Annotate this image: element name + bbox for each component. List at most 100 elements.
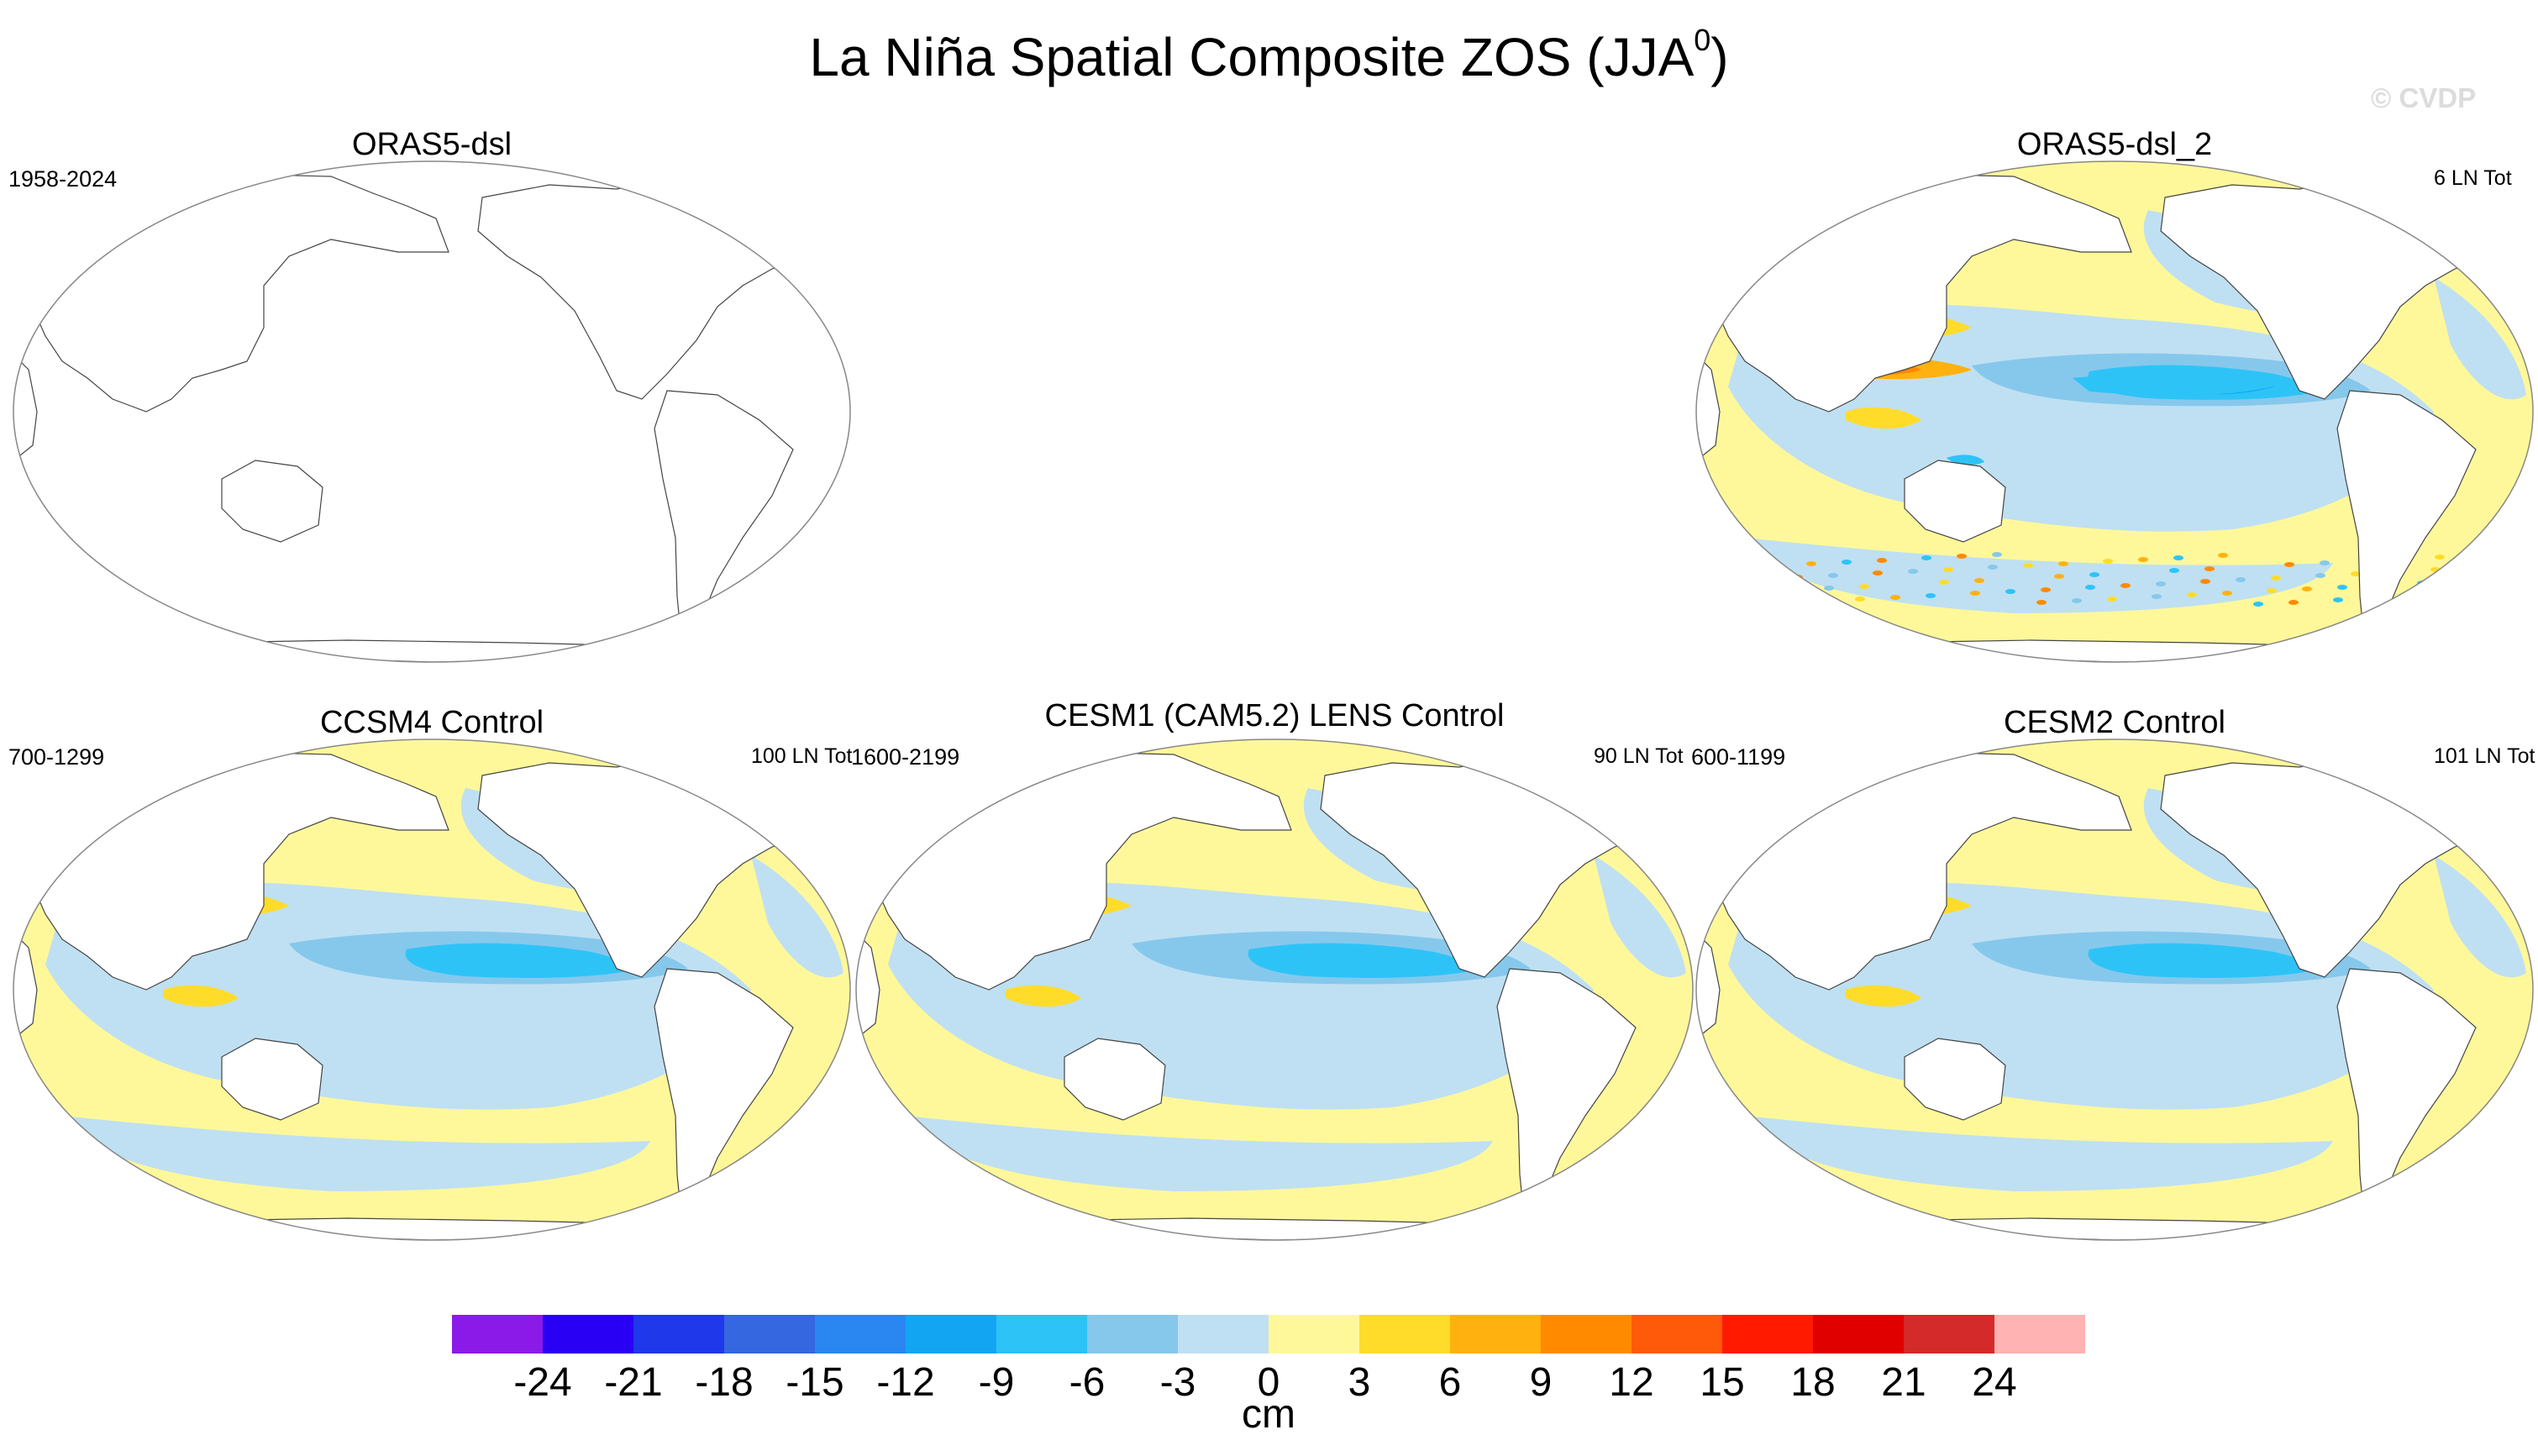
map-border [1695, 160, 2534, 663]
colorbar [452, 1315, 2085, 1354]
colorbar-tick-label: -24 [513, 1360, 572, 1405]
southern-ocean-eddy [2236, 577, 2246, 582]
obs-anomaly-3 [2073, 374, 2283, 396]
map-border [855, 739, 1694, 1241]
colorbar-box [996, 1315, 1087, 1354]
southern-ocean-eddy [1762, 564, 1772, 569]
colorbar-tick-label: 12 [1609, 1360, 1654, 1405]
colorbar-box [1178, 1315, 1269, 1354]
panel-title: ORAS5-dsl_2 [2016, 127, 2213, 162]
anomaly-contour-3 [1745, 538, 2333, 613]
anomaly-contour-4 [751, 855, 843, 978]
map-field [856, 739, 1693, 1240]
panel-count-label: 6 LN Tot [2434, 166, 2512, 190]
colorbar-box [1359, 1315, 1450, 1354]
map-border [1695, 739, 2534, 1241]
africa-land [1696, 929, 1721, 1042]
colorbar-box [1269, 1315, 1359, 1354]
anomaly-contour-4 [2434, 277, 2526, 400]
colorbar-units: cm [1242, 1392, 1295, 1437]
asia-land [28, 174, 449, 413]
southern-ocean-eddy [1988, 565, 1998, 570]
colorbar-tick-label: -15 [786, 1360, 844, 1405]
greenland-land [801, 192, 850, 270]
colorbar-box [1087, 1315, 1178, 1354]
anomaly-contour-6 [1248, 943, 1478, 978]
southern-ocean-eddy [2023, 563, 2033, 568]
southern-ocean-eddy [1758, 576, 1768, 581]
colorbar-box [1813, 1315, 1904, 1354]
southern-ocean-eddy [2315, 573, 2325, 578]
southern-ocean-eddy [1970, 591, 1980, 596]
colorbar-tick-label: 6 [1438, 1360, 1462, 1405]
map-panel-cesm1-lens-control: CESM1 (CAM5.2) LENS Control 1600-2199 90… [851, 697, 1695, 1241]
southern-ocean-eddy [2302, 586, 2312, 591]
southern-ocean-eddy [1926, 593, 1936, 598]
southern-ocean-eddy [2085, 585, 2095, 590]
southern-ocean-eddy [2466, 565, 2476, 570]
australia-land [221, 460, 323, 543]
north-america-land [477, 177, 828, 400]
southern-ocean-eddy [1992, 552, 2002, 557]
colorbar-tick-label: -21 [604, 1360, 663, 1405]
colorbar-tick-label: -12 [876, 1360, 935, 1405]
southern-ocean-eddy [1824, 586, 1834, 591]
colorbar-tick-label: 21 [1881, 1360, 1926, 1405]
colorbar-tick-label: -3 [1159, 1360, 1196, 1405]
map-panel-ccsm4-control: CCSM4 Control 700-1299 100 LN Tot [8, 704, 853, 1242]
colorbar-tick-label: -9 [978, 1360, 1015, 1405]
southern-ocean-eddy [2169, 568, 2179, 573]
figure-title: La Niña Spatial Composite ZOS (JJA0) [0, 24, 2538, 91]
southern-ocean-eddy [2284, 562, 2294, 567]
southern-ocean-eddy [2187, 592, 2197, 597]
antarctica-land [78, 639, 786, 662]
figure-title-text: La Niña Spatial Composite ZOS (JJA [809, 27, 1695, 87]
anomaly-contour-3 [905, 1116, 1493, 1191]
anomaly-contour-4 [1594, 855, 1686, 978]
panel-count-label: 90 LN Tot [1594, 744, 1684, 768]
southern-ocean-eddy [2271, 576, 2281, 581]
southern-ocean-eddy [2103, 559, 2113, 564]
world-map [855, 739, 1694, 1241]
southern-ocean-eddy [1859, 584, 1869, 589]
watermark: © CVDP [2371, 82, 2477, 113]
southern-ocean-eddy [1943, 567, 1953, 572]
map-border [13, 739, 851, 1241]
southern-ocean-eddy [2320, 560, 2330, 565]
map-panel-oras5-dsl: ORAS5-dsl 1958-2024 [8, 126, 852, 664]
map-field [1696, 161, 2533, 662]
southern-ocean-eddy [2435, 555, 2445, 560]
panel-count-label: 100 LN Tot [751, 744, 853, 768]
figure-title-superscript: 0 [1694, 23, 1711, 57]
world-map [1695, 160, 2534, 663]
south-america-land [654, 390, 794, 649]
africa-land [856, 929, 880, 1042]
southern-ocean-eddy [1828, 573, 1838, 578]
greenland-land [2483, 192, 2533, 270]
greenland-land [1643, 770, 1693, 848]
map-field [13, 739, 850, 1240]
colorbar-box [1450, 1315, 1541, 1354]
anomaly-contour-9 [163, 985, 239, 1007]
antarctica-land [78, 1217, 786, 1240]
colorbar-tick-label: 18 [1790, 1360, 1836, 1405]
southern-ocean-eddy [1775, 601, 1785, 606]
map-panel-cesm2-control: CESM2 Control 600-1199 101 LN Tot [1691, 704, 2535, 1242]
southern-ocean-eddy [2120, 583, 2131, 588]
australia-land [1904, 1038, 2006, 1121]
southern-ocean-eddy [1908, 569, 1918, 574]
colorbar-tick-label: -18 [695, 1360, 754, 1405]
antarctica-land [1761, 639, 2468, 662]
southern-ocean-eddy [2337, 585, 2347, 590]
colorbar-box [1904, 1315, 1994, 1354]
colorbar-tick-label: 15 [1700, 1360, 1745, 1405]
southern-ocean-eddy [1877, 558, 1887, 563]
panel-title: CESM2 Control [2004, 705, 2225, 740]
southern-ocean-eddy [2253, 602, 2263, 607]
anomaly-contour-3 [1745, 1116, 2333, 1191]
southern-ocean-eddy [1873, 570, 1883, 576]
southern-ocean-eddy [2107, 597, 2117, 602]
southern-ocean-eddy [1806, 561, 1816, 566]
anomaly-contour-6 [2088, 943, 2318, 978]
panel-period-label: 1600-2199 [851, 744, 960, 770]
